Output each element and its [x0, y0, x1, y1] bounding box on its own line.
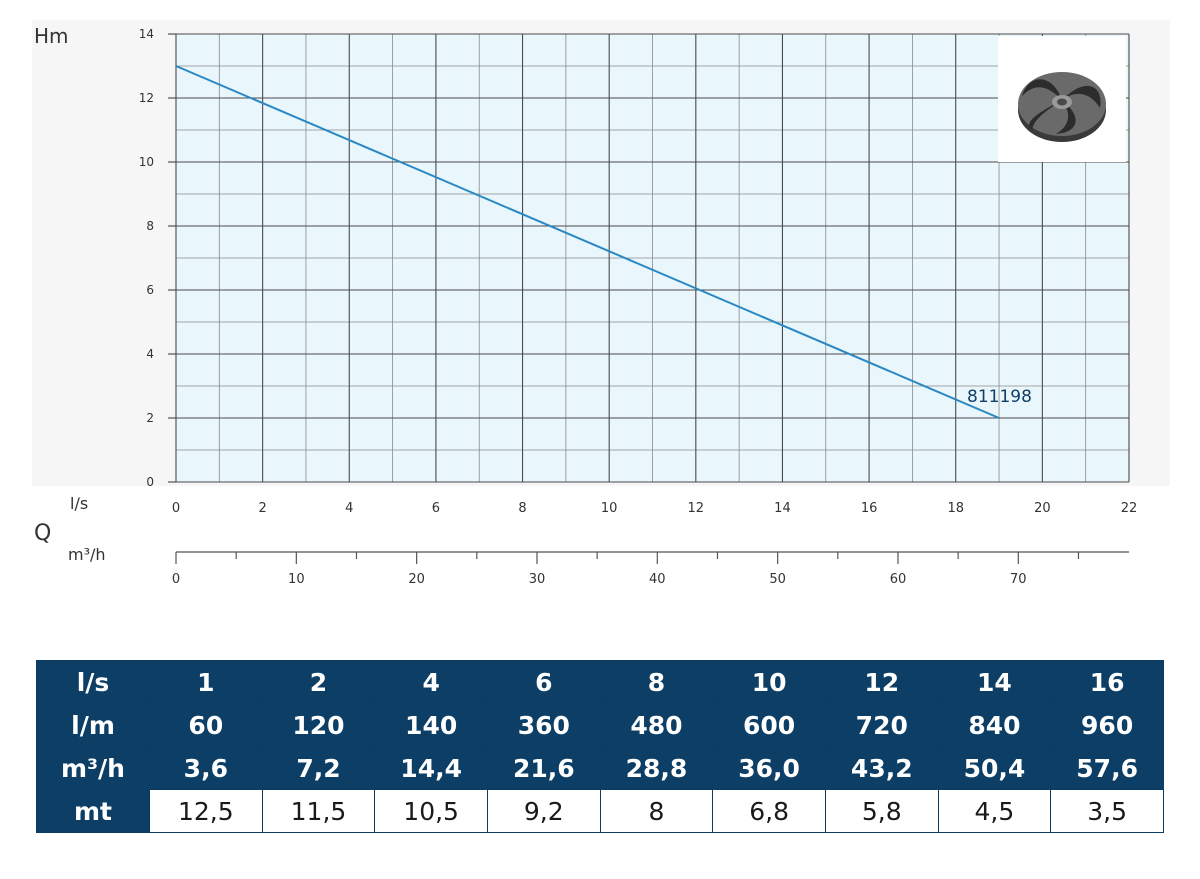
table-cell: 10,5 — [374, 789, 488, 833]
table-cell: 6,8 — [712, 789, 826, 833]
y-tick-label: 8 — [146, 219, 154, 233]
table-cell: 3,6 — [149, 746, 263, 790]
y-tick-label: 0 — [146, 475, 154, 489]
table-cell: 43,2 — [824, 746, 939, 790]
table-cell: 14 — [937, 660, 1052, 704]
table-cell: 140 — [374, 703, 488, 747]
x-tick-label: 2 — [258, 501, 266, 516]
series-label: 811198 — [967, 387, 1032, 407]
series-group: 811198 — [175, 65, 1032, 419]
secondary-tick-label: 0 — [172, 572, 180, 587]
table-cell: 120 — [261, 703, 376, 747]
y-tick-label: 14 — [139, 27, 154, 41]
y-tick-label: 10 — [139, 155, 154, 169]
x-tick-label: 12 — [688, 501, 705, 516]
x-tick-label: 16 — [861, 501, 878, 516]
performance-table: l/s 1 2 4 6 8 10 12 14 16 l/m 60 120 140 360 480 600 720 8… — [36, 660, 1164, 833]
pump-curve-chart: 0 2 4 6 8 10 12 14 0 2 4 6 8 10 12 14 16 18 20 22 0 10 20 30 4… — [34, 24, 1138, 587]
table-cell: 21,6 — [486, 746, 601, 790]
x-tick-label: 10 — [601, 501, 618, 516]
table-cell: 8 — [599, 789, 714, 833]
table-cell: 9,2 — [486, 789, 601, 833]
secondary-tick-label: 40 — [649, 572, 666, 587]
table-cell: 10 — [712, 660, 826, 704]
table-cell: 11,5 — [261, 789, 376, 833]
major-grid — [175, 33, 1130, 483]
y-tick-label: 6 — [146, 283, 154, 297]
y-tick-label: 4 — [146, 347, 154, 361]
x-tick-label: 22 — [1121, 501, 1138, 516]
series-line — [175, 65, 1000, 419]
table-row: l/s 1 2 4 6 8 10 12 14 16 — [36, 660, 1164, 704]
table-cell: 12 — [824, 660, 939, 704]
table-cell: 60 — [149, 703, 263, 747]
table-cell: 2 — [261, 660, 376, 704]
x-tick-label: 8 — [518, 501, 526, 516]
y-tick-label: 2 — [146, 411, 154, 425]
y-tick-label: 12 — [139, 91, 154, 105]
table-cell: 720 — [824, 703, 939, 747]
x-tick-label: 4 — [345, 501, 353, 516]
x-tick-label: 0 — [172, 501, 180, 516]
minor-grid — [176, 34, 1129, 482]
table-cell: 50,4 — [937, 746, 1052, 790]
table-cell: 5,8 — [824, 789, 939, 833]
table-cell: 36,0 — [712, 746, 826, 790]
y-axis-label: Hm — [34, 24, 69, 48]
table-cell: 4 — [374, 660, 488, 704]
table-cell: 360 — [486, 703, 601, 747]
x-axis-ticks: 0 2 4 6 8 10 12 14 16 18 20 22 — [172, 501, 1137, 516]
impeller-icon — [1018, 72, 1106, 142]
table-cell: 3,5 — [1050, 789, 1164, 833]
table-row: mt 12,5 11,5 10,5 9,2 8 6,8 5,8 4,5 3,5 — [36, 789, 1164, 833]
x-tick-label: 6 — [432, 501, 440, 516]
x-axis-label: l/s — [70, 494, 88, 513]
table-row-label: l/m — [36, 703, 150, 747]
table-cell: 600 — [712, 703, 826, 747]
secondary-tick-label: 30 — [529, 572, 546, 587]
x-tick-label: 20 — [1034, 501, 1051, 516]
table-cell: 57,6 — [1050, 746, 1164, 790]
table-cell: 12,5 — [149, 789, 263, 833]
table-row: l/m 60 120 140 360 480 600 720 840 960 — [36, 703, 1164, 747]
table-row-label: mt — [36, 789, 150, 833]
secondary-tick-label: 60 — [890, 572, 907, 587]
secondary-tick-label: 20 — [408, 572, 425, 587]
performance-table-body: l/s 1 2 4 6 8 10 12 14 16 l/m 60 120 140 360 480 600 720 8… — [36, 660, 1164, 833]
y-axis-ticks: 0 2 4 6 8 10 12 14 — [139, 27, 176, 489]
table-cell: 7,2 — [261, 746, 376, 790]
x-tick-label: 18 — [947, 501, 964, 516]
table-row-label: l/s — [36, 660, 150, 704]
table-cell: 8 — [599, 660, 714, 704]
table-cell: 840 — [937, 703, 1052, 747]
table-cell: 1 — [149, 660, 263, 704]
secondary-tick-label: 70 — [1010, 572, 1027, 587]
secondary-tick-label: 50 — [769, 572, 786, 587]
table-cell: 28,8 — [599, 746, 714, 790]
table-row-label: m³/h — [36, 746, 150, 790]
table-cell: 960 — [1050, 703, 1164, 747]
secondary-x-axis: 0 10 20 30 40 50 60 70 — [172, 551, 1129, 587]
table-cell: 6 — [486, 660, 601, 704]
table-row: m³/h 3,6 7,2 14,4 21,6 28,8 36,0 43,2 50,4 57,6 — [36, 746, 1164, 790]
table-cell: 4,5 — [937, 789, 1052, 833]
x-tick-label: 14 — [774, 501, 791, 516]
table-cell: 480 — [599, 703, 714, 747]
secondary-x-axis-label: m³/h — [68, 545, 106, 564]
table-cell: 16 — [1050, 660, 1164, 704]
table-cell: 14,4 — [374, 746, 488, 790]
secondary-tick-label: 10 — [288, 572, 305, 587]
flow-q-label: Q — [34, 521, 51, 546]
